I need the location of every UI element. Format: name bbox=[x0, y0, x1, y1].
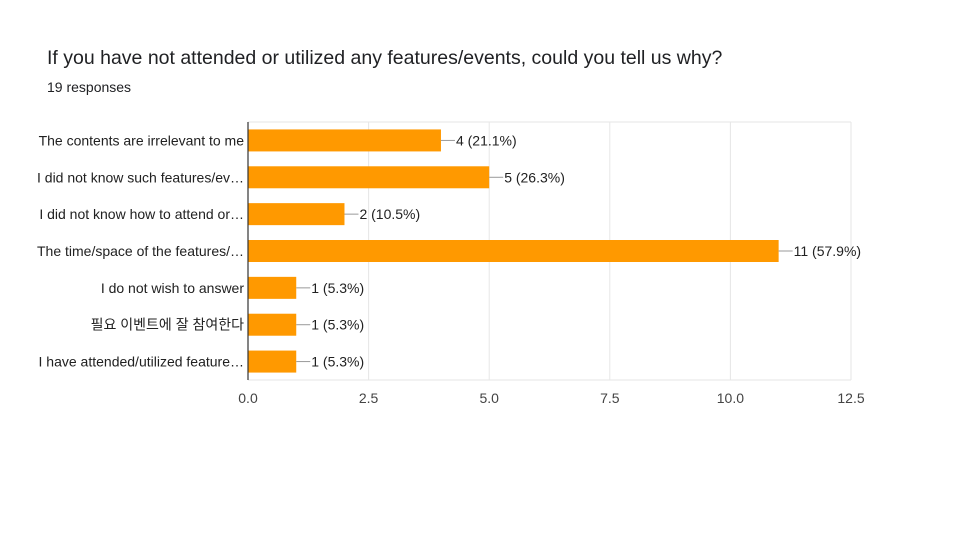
value-label: 1 (5.3%) bbox=[311, 280, 364, 296]
value-label: 5 (26.3%) bbox=[504, 169, 565, 185]
x-tick-label: 0.0 bbox=[238, 390, 258, 406]
value-label: 4 (21.1%) bbox=[456, 132, 517, 148]
value-label: 11 (57.9%) bbox=[794, 243, 861, 259]
bar[interactable] bbox=[248, 129, 441, 152]
x-tick-label: 10.0 bbox=[717, 390, 744, 406]
category-label: The contents are irrelevant to me bbox=[39, 132, 245, 148]
x-tick-label: 2.5 bbox=[359, 390, 379, 406]
category-label: I did not know such features/ev… bbox=[37, 169, 244, 185]
category-label: I have attended/utilized feature… bbox=[39, 354, 244, 370]
x-tick-label: 7.5 bbox=[600, 390, 620, 406]
x-tick-label: 5.0 bbox=[479, 390, 499, 406]
value-label: 1 (5.3%) bbox=[311, 354, 364, 370]
bar[interactable] bbox=[248, 166, 490, 189]
labels: 0.0 2.5 5.0 7.5 10.0 12.5 The contents are irr… bbox=[37, 132, 865, 406]
grid-lines bbox=[248, 121, 852, 381]
chart-question-title: If you have not attended or utilized any… bbox=[47, 47, 723, 69]
value-label: 2 (10.5%) bbox=[359, 206, 420, 222]
category-label: I do not wish to answer bbox=[101, 280, 245, 296]
bar[interactable] bbox=[248, 350, 297, 373]
bar[interactable] bbox=[248, 276, 297, 299]
category-label: I did not know how to attend or… bbox=[39, 206, 244, 222]
category-label: 필요 이벤트에 잘 참여한다 bbox=[91, 317, 244, 333]
x-tick-label: 12.5 bbox=[837, 390, 864, 406]
category-label: The time/space of the features/… bbox=[37, 243, 244, 259]
bar[interactable] bbox=[248, 313, 297, 336]
bar[interactable] bbox=[248, 240, 779, 262]
bar[interactable] bbox=[248, 203, 345, 226]
bars bbox=[248, 129, 779, 373]
value-label: 1 (5.3%) bbox=[311, 317, 364, 333]
response-count: 19 responses bbox=[47, 79, 132, 95]
